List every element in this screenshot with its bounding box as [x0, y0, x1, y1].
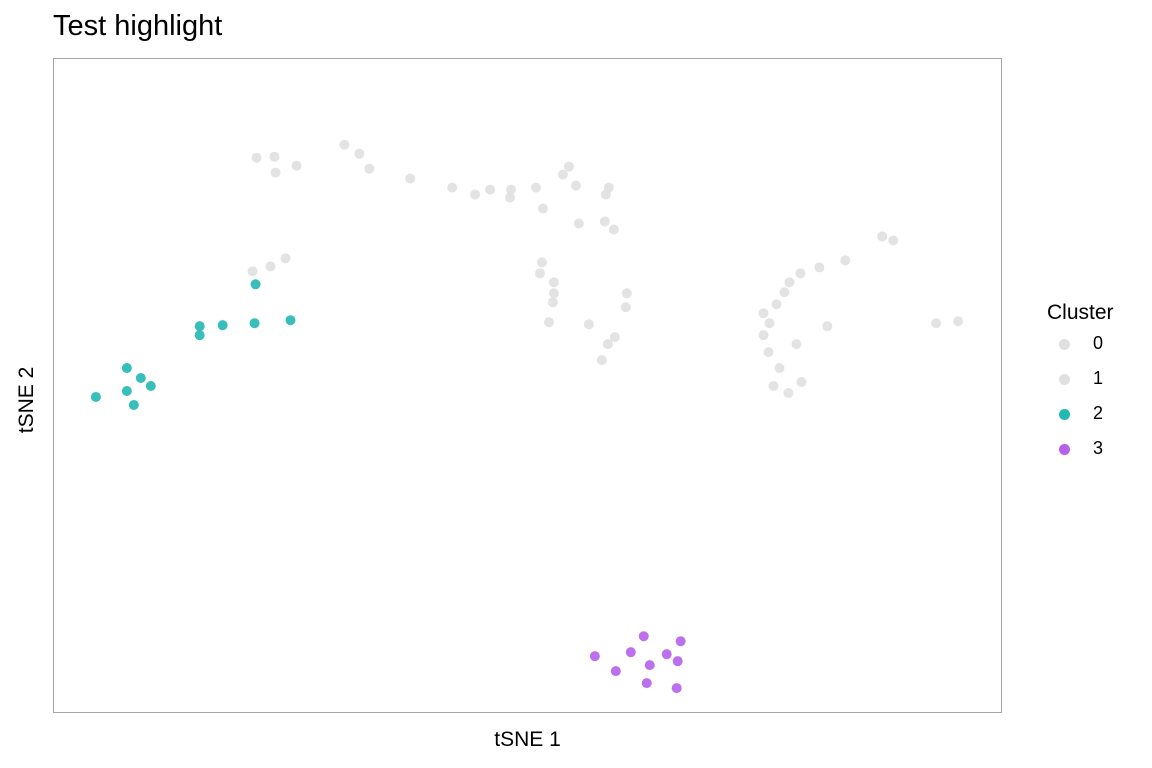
data-point-cluster-0 — [599, 216, 610, 227]
data-point-cluster-1 — [840, 255, 851, 266]
data-point-cluster-3 — [638, 631, 649, 642]
data-point-cluster-3 — [661, 649, 672, 660]
data-point-cluster-0 — [547, 297, 558, 308]
data-point-cluster-1 — [779, 287, 790, 298]
data-point-cluster-0 — [600, 189, 611, 200]
legend-label-3: 3 — [1093, 438, 1104, 458]
data-point-cluster-0 — [506, 184, 517, 195]
data-point-cluster-0 — [573, 218, 584, 229]
data-point-cluster-3 — [675, 636, 686, 647]
y-axis-label: tSNE 2 — [15, 366, 38, 434]
legend-key-0 — [1059, 339, 1070, 350]
data-point-cluster-0 — [405, 173, 416, 184]
data-point-cluster-0 — [251, 152, 262, 163]
data-point-cluster-1 — [784, 277, 795, 288]
data-point-cluster-2 — [135, 373, 146, 384]
data-point-cluster-0 — [557, 169, 568, 180]
data-point-cluster-2 — [249, 318, 260, 329]
data-point-cluster-0 — [543, 317, 554, 328]
data-point-cluster-0 — [596, 355, 607, 366]
data-point-cluster-1 — [247, 266, 258, 277]
data-point-cluster-2 — [121, 363, 132, 374]
data-point-cluster-1 — [280, 253, 291, 264]
data-point-cluster-0 — [530, 182, 541, 193]
data-point-cluster-2 — [128, 399, 139, 410]
data-point-cluster-0 — [354, 148, 365, 159]
chart-title: Test highlight — [53, 10, 223, 42]
data-point-cluster-0 — [570, 180, 581, 191]
data-point-cluster-0 — [536, 257, 547, 268]
data-point-cluster-0 — [447, 182, 458, 193]
legend-item-3: 3 — [1047, 438, 1114, 473]
legend-item-2: 2 — [1047, 403, 1114, 438]
legend-key-1 — [1059, 374, 1070, 385]
data-point-cluster-2 — [121, 385, 132, 396]
data-point-cluster-1 — [877, 231, 888, 242]
data-point-cluster-2 — [250, 279, 261, 290]
data-point-cluster-1 — [953, 316, 964, 327]
data-point-cluster-0 — [602, 339, 613, 350]
data-point-cluster-1 — [791, 339, 802, 350]
legend-title: Cluster — [1047, 301, 1114, 324]
data-point-cluster-1 — [795, 268, 806, 279]
data-point-cluster-0 — [364, 163, 375, 174]
data-point-cluster-1 — [774, 363, 785, 374]
data-point-cluster-0 — [608, 224, 619, 235]
data-point-cluster-3 — [610, 666, 621, 677]
data-point-cluster-2 — [285, 315, 296, 326]
data-point-cluster-0 — [470, 189, 481, 200]
legend-key-3 — [1059, 444, 1070, 455]
x-axis-label: tSNE 1 — [494, 728, 561, 751]
data-point-cluster-0 — [583, 319, 594, 330]
data-point-cluster-3 — [671, 683, 682, 694]
data-point-cluster-2 — [217, 320, 228, 331]
data-point-cluster-3 — [672, 656, 683, 667]
data-point-cluster-0 — [548, 277, 559, 288]
legend-items: 0 1 2 3 — [1047, 333, 1114, 473]
data-point-cluster-1 — [822, 321, 833, 332]
data-point-cluster-0 — [548, 288, 559, 299]
data-point-cluster-0 — [621, 288, 632, 299]
data-point-cluster-1 — [764, 318, 775, 329]
data-point-cluster-1 — [768, 380, 779, 391]
data-point-cluster-3 — [644, 660, 655, 671]
data-point-cluster-1 — [931, 318, 942, 329]
data-point-cluster-1 — [758, 308, 769, 319]
data-point-cluster-0 — [609, 332, 620, 343]
data-point-cluster-3 — [625, 647, 636, 658]
data-point-cluster-1 — [265, 261, 276, 272]
data-point-cluster-0 — [339, 139, 350, 150]
data-point-cluster-0 — [534, 268, 545, 279]
scatter-plot — [90, 139, 964, 694]
data-point-cluster-0 — [269, 151, 280, 162]
data-point-cluster-2 — [90, 391, 101, 402]
legend-label-2: 2 — [1093, 403, 1104, 423]
data-point-cluster-0 — [563, 161, 574, 172]
data-point-cluster-1 — [783, 387, 794, 398]
data-point-cluster-1 — [888, 235, 899, 246]
data-point-cluster-1 — [771, 299, 782, 310]
legend-item-0: 0 — [1047, 333, 1114, 368]
data-point-cluster-1 — [758, 330, 769, 341]
legend-item-1: 1 — [1047, 368, 1114, 403]
data-point-cluster-2 — [194, 321, 205, 332]
plot-panel — [53, 58, 1002, 713]
data-point-cluster-0 — [270, 167, 281, 178]
legend-label-0: 0 — [1093, 333, 1104, 353]
data-point-cluster-1 — [814, 262, 825, 273]
data-point-cluster-2 — [145, 380, 156, 391]
data-point-cluster-3 — [641, 678, 652, 689]
data-point-cluster-2 — [194, 330, 205, 341]
data-point-cluster-3 — [589, 651, 600, 662]
legend-label-1: 1 — [1093, 368, 1104, 388]
data-point-cluster-0 — [537, 203, 548, 214]
data-point-cluster-0 — [505, 192, 516, 203]
legend: Cluster 0 1 2 3 — [1047, 301, 1114, 473]
data-point-cluster-0 — [620, 302, 631, 313]
data-point-cluster-1 — [763, 347, 774, 358]
data-point-cluster-0 — [485, 184, 496, 195]
data-point-cluster-1 — [796, 377, 807, 388]
legend-key-2 — [1059, 409, 1070, 420]
data-point-cluster-0 — [291, 160, 302, 171]
